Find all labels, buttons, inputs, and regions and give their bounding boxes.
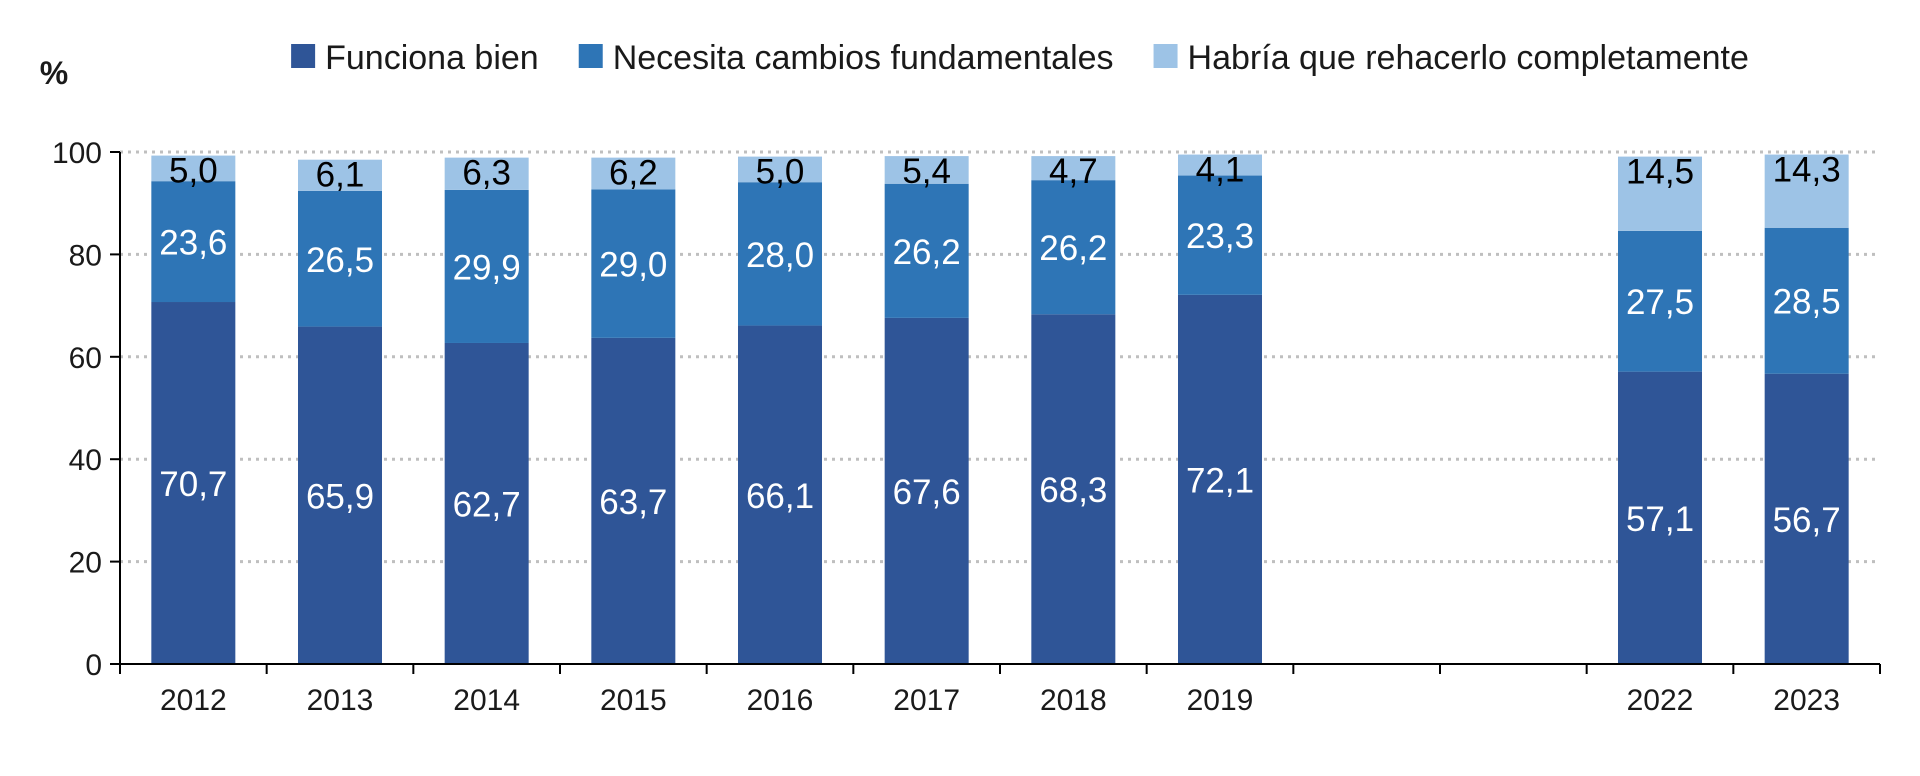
y-tick-label: 0	[85, 649, 102, 682]
data-labels: 70,7 23,6 5,0 65,9 26,5 6,1 62,7 29,9 6,3 63,7 29,…	[159, 151, 1840, 540]
bar-2016-funciona-bien	[738, 325, 822, 664]
bar-2017-habria-que-rehacerlo-completamente	[884, 156, 969, 184]
bar-2012-habria-que-rehacerlo-completamente	[151, 155, 236, 182]
x-tick-label-2019: 2019	[1187, 684, 1254, 717]
data-label-2017-funciona-bien: 67,6	[893, 473, 961, 512]
bar-2015-funciona-bien	[591, 337, 676, 664]
bar-2022-habria-que-rehacerlo-completamente	[1618, 156, 1702, 231]
x-tick-label-2016: 2016	[747, 684, 814, 717]
data-label-2013-habria-que-rehacerlo-completamente: 6,1	[316, 156, 365, 195]
bar-2017-necesita-cambios-fundamentales	[884, 183, 969, 318]
bar-2016-necesita-cambios-fundamentales	[738, 182, 822, 326]
x-tick-label-2015: 2015	[600, 684, 667, 717]
x-tick-label-2017: 2017	[893, 684, 960, 717]
bar-2018-habria-que-rehacerlo-completamente	[1031, 156, 1116, 181]
bar-2023-necesita-cambios-fundamentales	[1764, 227, 1849, 374]
data-label-2015-habria-que-rehacerlo-completamente: 6,2	[609, 154, 658, 193]
bar-2019-funciona-bien	[1178, 294, 1262, 664]
bar-2015-necesita-cambios-fundamentales	[591, 189, 676, 338]
data-label-2013-necesita-cambios-fundamentales: 26,5	[306, 241, 374, 280]
bar-2013-funciona-bien	[298, 326, 382, 664]
data-label-2012-habria-que-rehacerlo-completamente: 5,0	[169, 152, 218, 191]
legend-item-necesita-cambios-fundamentales: Necesita cambios fundamentales	[578, 39, 1114, 77]
data-label-2019-habria-que-rehacerlo-completamente: 4,1	[1196, 151, 1245, 190]
data-label-2019-necesita-cambios-fundamentales: 23,3	[1186, 217, 1254, 256]
legend-swatch	[578, 44, 603, 68]
data-label-2018-funciona-bien: 68,3	[1039, 471, 1107, 510]
bar-2012-funciona-bien	[151, 302, 236, 664]
legend-label: Funciona bien	[325, 39, 539, 77]
data-label-2013-funciona-bien: 65,9	[306, 477, 374, 516]
bar-2018-necesita-cambios-fundamentales	[1031, 180, 1116, 315]
x-tick-label-2018: 2018	[1040, 684, 1107, 717]
y-tick-label: 40	[69, 444, 102, 477]
x-tick-label-2022: 2022	[1627, 684, 1694, 717]
bar-2022-funciona-bien	[1618, 371, 1702, 664]
bar-2017-funciona-bien	[884, 317, 969, 664]
y-tick-label: 100	[52, 137, 102, 170]
bar-2023-funciona-bien	[1764, 373, 1849, 664]
data-label-2018-necesita-cambios-fundamentales: 26,2	[1039, 229, 1107, 268]
legend-item-funciona-bien: Funciona bien	[291, 39, 539, 77]
bar-2018-funciona-bien	[1031, 314, 1116, 664]
legend-label: Necesita cambios fundamentales	[613, 39, 1114, 77]
data-label-2017-habria-que-rehacerlo-completamente: 5,4	[902, 152, 951, 191]
data-label-2014-habria-que-rehacerlo-completamente: 6,3	[462, 154, 511, 193]
data-label-2014-necesita-cambios-fundamentales: 29,9	[453, 248, 521, 287]
data-label-2015-funciona-bien: 63,7	[599, 483, 667, 522]
data-label-2012-necesita-cambios-fundamentales: 23,6	[159, 224, 227, 263]
x-tick-label-2013: 2013	[307, 684, 374, 717]
bar-2015-habria-que-rehacerlo-completamente	[591, 157, 676, 190]
data-label-2016-funciona-bien: 66,1	[746, 477, 814, 516]
bar-2014-necesita-cambios-fundamentales	[444, 189, 529, 343]
data-label-2015-necesita-cambios-fundamentales: 29,0	[599, 246, 667, 285]
data-label-2023-funciona-bien: 56,7	[1773, 501, 1841, 540]
data-label-2019-funciona-bien: 72,1	[1186, 461, 1254, 500]
legend-item-habria-que-rehacerlo-completamente: Habría que rehacerlo completamente	[1153, 39, 1749, 77]
data-label-2023-habria-que-rehacerlo-completamente: 14,3	[1773, 151, 1841, 190]
bars	[151, 154, 1849, 664]
data-label-2018-habria-que-rehacerlo-completamente: 4,7	[1049, 152, 1098, 191]
y-tick-label: 80	[69, 239, 102, 272]
gridlines	[120, 150, 1880, 564]
y-axis-unit-label: %	[40, 55, 68, 91]
axes: 0 20 40 60 80 100 2012 2013 2014 2015 2016 2017 2018…	[52, 137, 1881, 717]
legend-swatch	[1153, 44, 1178, 68]
data-label-2016-necesita-cambios-fundamentales: 28,0	[746, 236, 814, 275]
bar-2016-habria-que-rehacerlo-completamente	[738, 156, 822, 183]
y-tick-label: 60	[69, 342, 102, 375]
bar-2014-habria-que-rehacerlo-completamente	[444, 157, 529, 190]
legend-label: Habría que rehacerlo completamente	[1188, 39, 1749, 77]
bar-2014-funciona-bien	[444, 342, 529, 664]
legend: Funciona bien Necesita cambios fundamenta…	[291, 39, 1749, 77]
bar-2019-necesita-cambios-fundamentales	[1178, 175, 1262, 295]
bar-2013-habria-que-rehacerlo-completamente	[298, 159, 382, 191]
legend-swatch	[291, 44, 316, 68]
bar-2019-habria-que-rehacerlo-completamente	[1178, 154, 1262, 176]
x-tick-label-2012: 2012	[160, 684, 227, 717]
data-label-2022-habria-que-rehacerlo-completamente: 14,5	[1626, 153, 1694, 192]
bar-2023-habria-que-rehacerlo-completamente	[1764, 154, 1849, 228]
data-label-2023-necesita-cambios-fundamentales: 28,5	[1773, 283, 1841, 322]
data-label-2017-necesita-cambios-fundamentales: 26,2	[893, 233, 961, 272]
y-tick-label: 20	[69, 547, 102, 580]
data-label-2022-funciona-bien: 57,1	[1626, 500, 1694, 539]
data-label-2022-necesita-cambios-fundamentales: 27,5	[1626, 283, 1694, 322]
data-label-2012-funciona-bien: 70,7	[159, 465, 227, 504]
bar-2013-necesita-cambios-fundamentales	[298, 190, 382, 327]
data-label-2016-habria-que-rehacerlo-completamente: 5,0	[756, 153, 805, 192]
x-tick-label-2014: 2014	[453, 684, 520, 717]
x-tick-label-2023: 2023	[1773, 684, 1840, 717]
data-label-2014-funciona-bien: 62,7	[453, 485, 521, 524]
bar-2012-necesita-cambios-fundamentales	[151, 181, 236, 303]
bar-2022-necesita-cambios-fundamentales	[1618, 230, 1702, 372]
